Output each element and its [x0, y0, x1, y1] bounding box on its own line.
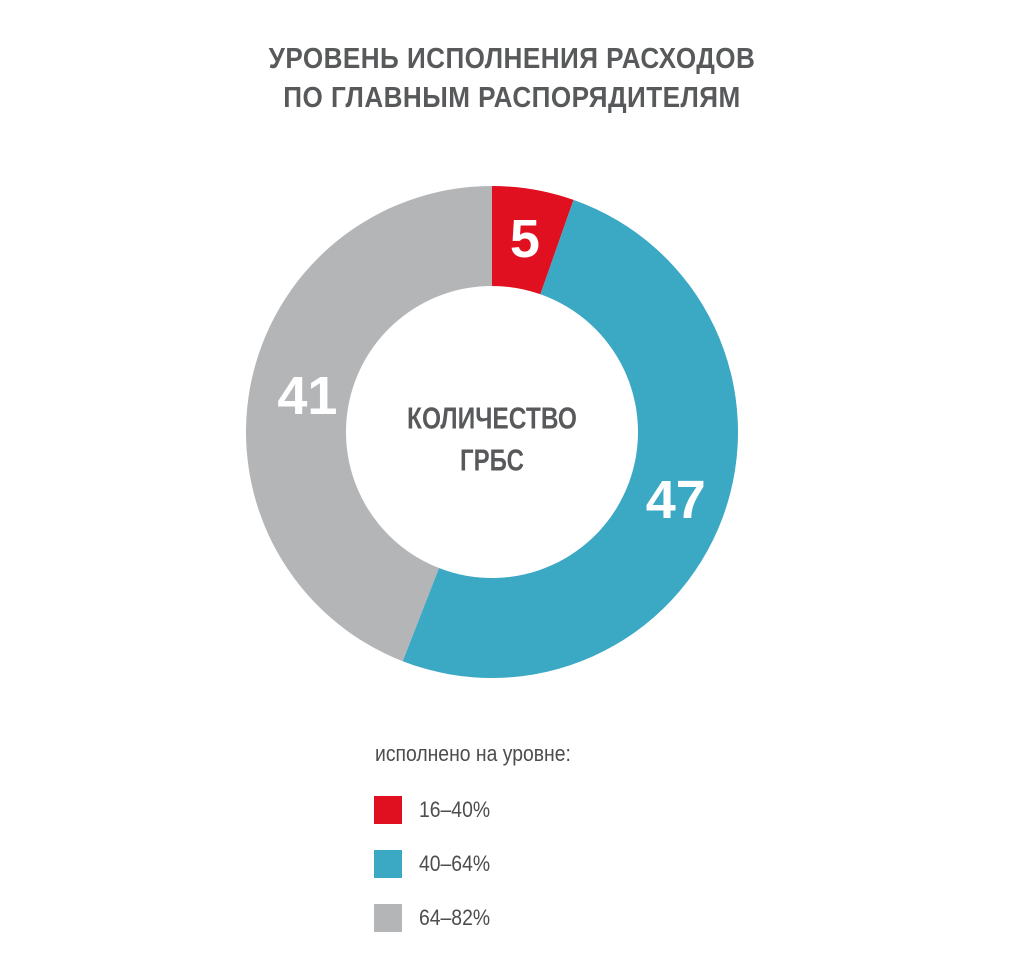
legend-title: исполнено на уровне: [375, 741, 571, 766]
value-label-64-82: 41 [277, 366, 337, 426]
slice-64-82 [246, 186, 492, 662]
legend-item-64-82: 64–82% [374, 903, 500, 933]
legend-label-16-40: 16–40% [419, 797, 491, 822]
slice-40-64 [402, 199, 739, 679]
legend-item-40-64: 40–64% [374, 849, 500, 879]
legend-swatch-gray [374, 904, 402, 932]
center-label-line-2: ГРБС [460, 443, 524, 478]
chart-title-line-1: УРОВЕНЬ ИСПОЛНЕНИЯ РАСХОДОВ [268, 43, 756, 75]
legend-label-64-82: 64–82% [419, 905, 491, 930]
value-label-40-64: 47 [646, 470, 706, 530]
legend-swatch-red [374, 796, 402, 824]
center-label-line-1: КОЛИЧЕСТВО [407, 401, 577, 436]
slice-16-40 [492, 186, 574, 295]
legend-label-40-64: 40–64% [419, 851, 491, 876]
chart-title: УРОВЕНЬ ИСПОЛНЕНИЯ РАСХОДОВ ПО ГЛАВНЫМ Р… [51, 40, 973, 118]
legend-swatch-blue [374, 850, 402, 878]
value-label-16-40: 5 [510, 209, 540, 269]
legend-item-16-40: 16–40% [374, 795, 500, 825]
chart-title-line-2: ПО ГЛАВНЫМ РАСПОРЯДИТЕЛЯМ [283, 82, 741, 114]
